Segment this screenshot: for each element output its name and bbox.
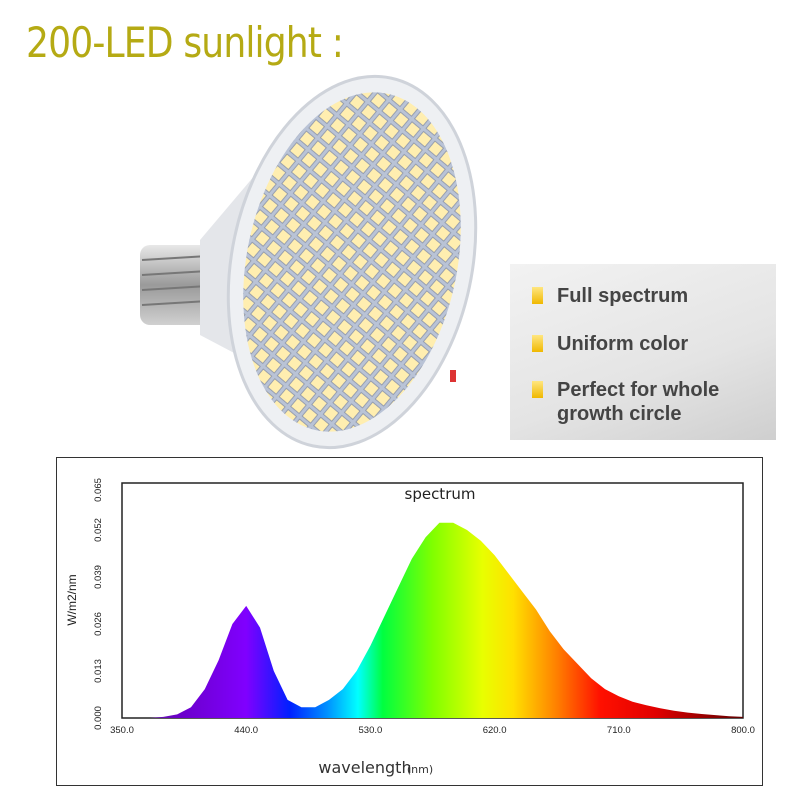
y-tick-label: 0.065 [93,478,104,502]
led-bulb-image [140,71,480,450]
bullet-icon [532,287,543,304]
screw-base [140,245,210,325]
feature-line: Perfect for whole [557,379,720,401]
y-tick-label: 0.026 [93,612,104,636]
x-axis-unit: (nm) [407,763,433,776]
x-tick-label: 800.0 [731,725,755,736]
chart-title: spectrum [405,485,476,503]
red-marker [450,370,456,382]
feature-item: Uniform color [532,332,688,356]
x-tick-label: 440.0 [234,725,258,736]
page-title: 200-LED sunlight : [26,18,344,67]
y-axis-label: W/m2/nm [65,574,79,625]
bullet-icon [532,335,543,352]
x-tick-label: 350.0 [110,725,134,736]
x-tick-label: 530.0 [359,725,383,736]
y-tick-label: 0.000 [93,706,104,730]
spectrum-chart-frame [56,457,763,786]
x-tick-label: 620.0 [483,725,507,736]
feature-item: Perfect for whole growth circle [532,378,719,426]
x-tick-label: 710.0 [607,725,631,736]
bullet-icon [532,381,543,398]
feature-line: growth circle [557,403,682,425]
y-tick-label: 0.052 [93,518,104,542]
y-tick-label: 0.013 [93,659,104,683]
x-axis-label: wavelength [318,758,411,777]
feature-item: Full spectrum [532,284,688,308]
spectrum-area [122,522,743,718]
features-panel: Full spectrum Uniform color Perfect for … [510,264,776,440]
y-tick-label: 0.039 [93,565,104,589]
